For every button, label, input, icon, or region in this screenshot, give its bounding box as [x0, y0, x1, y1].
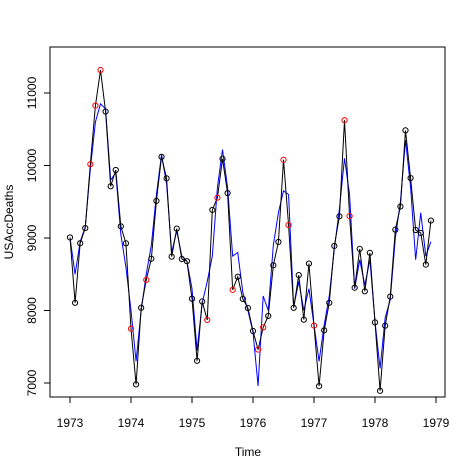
y-axis: 7000 8000 9000 10000 11000 [25, 76, 51, 396]
data-point-highlighted [97, 66, 104, 74]
data-point [295, 272, 302, 279]
data-point [351, 284, 358, 291]
data-point [331, 242, 338, 250]
data-point [244, 304, 252, 312]
x-tick-label: 1974 [118, 416, 145, 430]
data-point [290, 304, 297, 311]
data-point [305, 260, 313, 267]
data-point [427, 217, 435, 224]
y-tick-label: 8000 [25, 297, 39, 324]
data-point [224, 189, 231, 197]
data-point [122, 240, 130, 247]
data-point [71, 299, 79, 306]
data-point [148, 255, 155, 262]
data-point [336, 213, 343, 220]
series-layer [69, 69, 432, 391]
data-point [173, 225, 180, 232]
data-point [376, 387, 384, 394]
data-point [107, 183, 114, 190]
data-point [163, 175, 170, 182]
data-point [219, 155, 226, 162]
data-point [66, 234, 74, 241]
data-point-highlighted [92, 102, 99, 109]
x-axis: 1973 1974 1975 1976 1977 1978 1979 [57, 396, 450, 430]
data-point [382, 322, 389, 329]
data-point [321, 327, 328, 334]
data-point-highlighted [280, 156, 287, 163]
data-point-highlighted [260, 324, 267, 331]
data-point [402, 127, 409, 134]
data-point-highlighted [87, 161, 94, 168]
data-point [77, 240, 84, 247]
data-point-highlighted [214, 194, 221, 201]
data-point [371, 319, 379, 326]
data-point [417, 229, 424, 237]
data-point [82, 224, 89, 232]
x-tick-label: 1976 [240, 416, 267, 430]
y-tick-label: 9000 [25, 224, 39, 251]
data-point [112, 166, 119, 174]
data-point [366, 249, 374, 256]
data-point-highlighted [229, 286, 236, 293]
data-point [326, 299, 333, 306]
data-point [249, 327, 257, 335]
data-point [422, 261, 429, 268]
data-point [392, 226, 399, 233]
data-point [315, 383, 323, 390]
y-tick-label: 7000 [25, 369, 39, 396]
data-point [138, 304, 145, 311]
data-point [275, 238, 282, 246]
x-tick-label: 1978 [362, 416, 389, 430]
data-point [168, 253, 175, 260]
data-point [300, 316, 307, 323]
data-point [132, 381, 140, 388]
data-point [361, 288, 368, 295]
data-point-highlighted [204, 316, 211, 324]
y-tick-label: 11000 [25, 76, 39, 109]
data-point [183, 258, 191, 265]
y-axis-title: USAccDeaths [2, 185, 16, 260]
data-point [265, 312, 272, 320]
data-point-highlighted [285, 221, 292, 229]
x-tick-label: 1977 [301, 416, 328, 430]
plot-box [49, 46, 446, 398]
data-point [102, 108, 109, 115]
plot-frame [49, 46, 446, 398]
series-line-observed [69, 69, 432, 391]
x-tick-label: 1979 [423, 416, 450, 430]
data-point-highlighted [143, 276, 150, 283]
data-point [397, 203, 404, 210]
data-point [270, 262, 277, 269]
data-point [188, 295, 196, 302]
data-point [153, 197, 160, 204]
data-point [178, 255, 185, 263]
data-point [158, 153, 165, 160]
y-tick-label: 10000 [25, 148, 39, 182]
data-point-highlighted [341, 117, 348, 124]
data-point [193, 357, 201, 364]
data-point [117, 223, 124, 230]
data-point-highlighted [310, 322, 318, 329]
x-axis-title: Time [235, 445, 262, 459]
points-layer [66, 66, 435, 394]
data-point [209, 206, 216, 214]
data-point-highlighted [254, 346, 262, 353]
x-tick-label: 1973 [57, 416, 84, 430]
data-point [356, 245, 363, 252]
x-tick-label: 1975 [179, 416, 206, 430]
data-point-highlighted [346, 213, 353, 220]
data-point [407, 174, 414, 182]
data-point [234, 273, 241, 280]
data-point [239, 295, 246, 302]
data-point [387, 293, 394, 300]
data-point [199, 298, 206, 305]
data-point-highlighted [127, 325, 135, 332]
data-point [412, 226, 419, 234]
